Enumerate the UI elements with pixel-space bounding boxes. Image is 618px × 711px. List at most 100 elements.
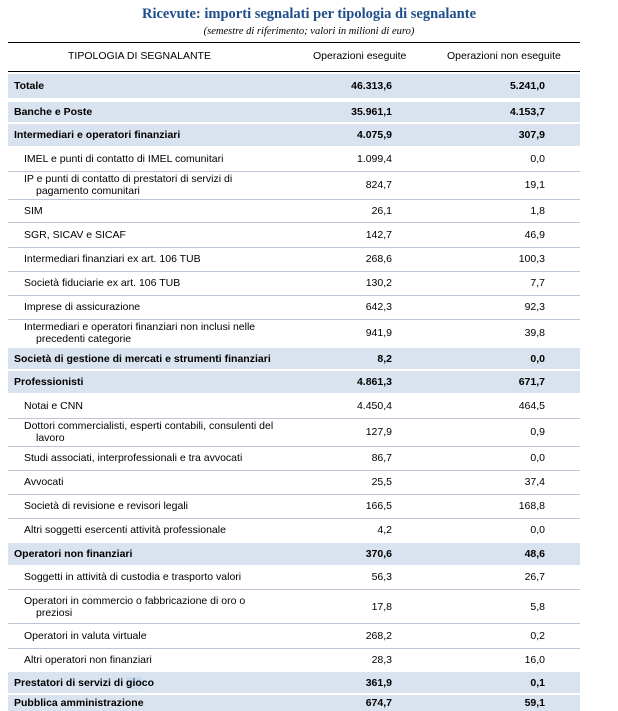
row-label: Società di gestione di mercati e strumen…: [14, 353, 271, 365]
value-executed: 25,5: [371, 476, 392, 488]
value-executed: 46.313,6: [351, 80, 392, 92]
row-label-line: Dottori commercialisti, esperti contabil…: [24, 420, 274, 432]
row-label-line: Avvocati: [24, 476, 64, 488]
row-label: IMEL e punti di contatto di IMEL comunit…: [24, 153, 223, 165]
row-label-line: Altri soggetti esercenti attività profes…: [24, 524, 226, 536]
row-divider: [8, 623, 580, 624]
row-divider: [8, 171, 580, 172]
table-row: Società di revisione e revisori legali 16…: [8, 495, 580, 517]
row-label-line: lavoro: [36, 432, 65, 444]
row-label-line: Professionisti: [14, 376, 84, 388]
value-executed: 17,8: [371, 600, 392, 613]
table-title: Ricevute: importi segnalati per tipologi…: [141, 6, 477, 22]
value-executed: 941,9: [365, 327, 392, 339]
value-not-executed: 307,9: [518, 129, 545, 141]
value-not-executed: 5,8: [530, 600, 545, 613]
value-executed: 35.961,1: [351, 106, 392, 118]
table-row: Intermediari finanziari ex art. 106 TUB 2…: [8, 248, 580, 270]
table-row: SIM 26,1 1,8: [8, 200, 580, 221]
value-executed: 4.075,9: [356, 129, 392, 141]
value-executed: 268,6: [365, 253, 392, 265]
value-executed: 674,7: [365, 697, 392, 709]
value-executed: 130,2: [365, 277, 392, 289]
row-label-line: IMEL e punti di contatto di IMEL comunit…: [24, 153, 224, 165]
row-divider: [8, 518, 580, 519]
value-not-executed: 0,0: [530, 452, 545, 464]
row-divider: [8, 222, 580, 223]
table-subtitle: (semestre di riferimento; valori in mili…: [203, 26, 415, 37]
row-label-line: Società di gestione di mercati e strumen…: [14, 352, 271, 365]
row-divider: [8, 494, 580, 495]
table-row: Operatori in valuta virtuale 268,2 0,2: [8, 624, 580, 647]
row-divider: [8, 295, 580, 296]
table-row: Dottori commercialisti, esperti contabil…: [8, 419, 580, 445]
table-row: Prestatori di servizi di gioco 361,9 0,1: [8, 672, 580, 693]
table-row: Banche e Poste 35.961,1 4.153,7: [8, 102, 580, 122]
row-label: Altri soggetti esercenti attività profes…: [24, 524, 226, 536]
value-executed: 642,3: [365, 301, 392, 313]
row-label: IP e punti di contatto di prestatori di …: [24, 173, 232, 197]
row-label-line: Intermediari e operatori finanziari: [14, 129, 181, 141]
value-not-executed: 0,0: [530, 524, 545, 536]
value-not-executed: 1,8: [530, 204, 545, 217]
value-not-executed: 16,0: [524, 653, 545, 666]
row-label: Operatori non finanziari: [14, 548, 132, 560]
value-not-executed: 168,8: [518, 500, 545, 512]
row-label-line: Altri operatori non finanziari: [24, 653, 152, 666]
row-label: Intermediari e operatori finanziari non …: [24, 321, 255, 345]
value-not-executed: 37,4: [524, 476, 545, 488]
value-not-executed: 671,7: [518, 376, 545, 388]
row-divider: [8, 199, 580, 200]
table-row: SGR, SICAV e SICAF 142,7 46,9: [8, 223, 580, 246]
row-divider: [8, 446, 580, 447]
header-not-executed: Operazioni non eseguite: [447, 50, 561, 62]
value-not-executed: 5.241,0: [509, 80, 545, 92]
value-not-executed: 92,3: [524, 301, 545, 313]
value-not-executed: 464,5: [518, 400, 545, 412]
value-executed: 8,2: [377, 352, 392, 365]
row-label-line: Imprese di assicurazione: [24, 301, 141, 313]
table-row: Totale 46.313,6 5.241,0: [8, 74, 580, 98]
table-row: Operatori in commercio o fabbricazione d…: [8, 591, 580, 622]
row-label: Studi associati, interprofessionali e tr…: [24, 452, 242, 464]
header-top-rule: [8, 42, 580, 43]
value-executed: 56,3: [371, 571, 392, 583]
row-label-line: Prestatori di servizi di gioco: [14, 676, 155, 689]
row-label-line: precedenti categorie: [36, 333, 132, 345]
table-row: Studi associati, interprofessionali e tr…: [8, 447, 580, 469]
row-divider: [8, 648, 580, 649]
row-label-line: Operatori non finanziari: [14, 548, 133, 560]
row-label: Altri operatori non finanziari: [24, 654, 152, 666]
row-label: Società fiduciarie ex art. 106 TUB: [24, 277, 180, 289]
table-row: Intermediari e operatori finanziari 4.075…: [8, 124, 580, 146]
row-label-line: Operatori in commercio o fabbricazione d…: [24, 594, 246, 607]
table-row: Soggetti in attività di custodia e trasp…: [8, 566, 580, 588]
row-label-line: SIM: [24, 204, 43, 217]
row-label: Totale: [14, 80, 44, 92]
row-label: Operatori in valuta virtuale: [24, 630, 147, 642]
value-executed: 1.099,4: [356, 153, 392, 165]
row-label-line: Totale: [14, 80, 45, 92]
row-label: Intermediari finanziari ex art. 106 TUB: [24, 253, 201, 265]
value-executed: 86,7: [371, 452, 392, 464]
value-not-executed: 0,1: [530, 676, 545, 689]
value-not-executed: 26,7: [524, 571, 545, 583]
table-header: TIPOLOGIA DI SEGNALANTE Operazioni esegu…: [8, 42, 580, 71]
table-row: Operatori non finanziari 370,6 48,6: [8, 543, 580, 565]
value-not-executed: 0,0: [530, 352, 545, 365]
row-label-line: pagamento comunitari: [36, 184, 140, 197]
row-label: Pubblica amministrazione: [14, 697, 144, 709]
row-label-line: IP e punti di contatto di prestatori di …: [24, 172, 233, 185]
value-executed: 166,5: [365, 500, 392, 512]
row-label: Intermediari e operatori finanziari: [14, 129, 180, 141]
row-label: SGR, SICAV e SICAF: [24, 229, 126, 241]
value-executed: 370,6: [365, 548, 392, 560]
table-row: Avvocati 25,5 37,4: [8, 471, 580, 493]
value-not-executed: 19,1: [524, 178, 545, 191]
value-executed: 28,3: [371, 653, 392, 666]
value-executed: 26,1: [371, 204, 392, 217]
row-label: Notai e CNN: [24, 400, 83, 412]
row-divider: [8, 319, 580, 320]
value-not-executed: 100,3: [518, 253, 545, 265]
value-not-executed: 0,9: [530, 426, 545, 438]
